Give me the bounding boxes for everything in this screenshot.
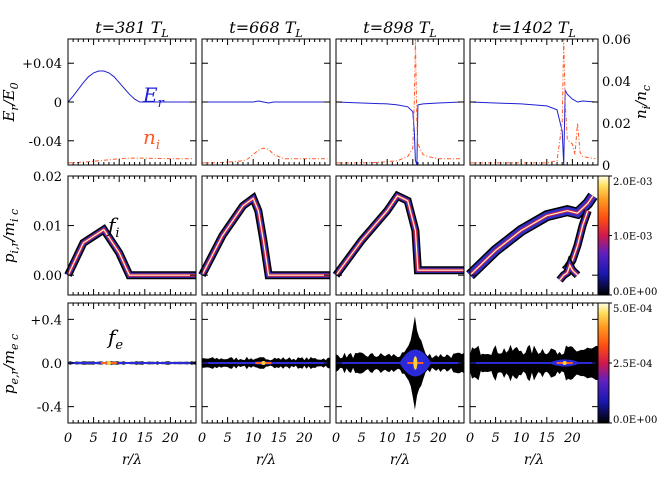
xtick-c3-3: 10 [379, 431, 396, 446]
colorbar-tick-r2-2: 1.0E-03 [613, 232, 653, 243]
ni-line-2 [202, 147, 328, 164]
ytick-r3-1: +0.4 [30, 313, 62, 328]
electron-distribution-3 [336, 316, 464, 410]
ylabel-ni: ni/nc [632, 85, 653, 119]
ytick-right-3: 0.02 [602, 117, 631, 132]
ytick-r3-3: -0.4 [37, 401, 62, 416]
ytick-r2-3: 0.00 [33, 269, 62, 284]
series-label-er: Er [142, 83, 165, 111]
xtick-c4-5: 20 [563, 431, 581, 446]
xlabel-c2: r/λ [256, 452, 276, 468]
colorbar-tick-r2-1: 2.0E-03 [613, 177, 653, 188]
er-line-2 [202, 100, 328, 104]
ylabel-pi: pi,r/mi c [0, 209, 21, 263]
ytick-r1-3: -0.04 [29, 135, 62, 150]
colorbar-tick-r3-1: 5.0E-04 [613, 304, 653, 315]
ion-track-peak-4-1 [469, 195, 594, 276]
xlabel-c3: r/λ [390, 452, 410, 468]
xtick-c4-2: 5 [491, 431, 499, 446]
ion-track-peak-1-1 [67, 228, 196, 276]
xtick-c1-4: 15 [137, 431, 154, 446]
ytick-right-2: 0.04 [602, 75, 631, 90]
ni-line-1 [67, 157, 194, 164]
colorbar-tick-r3-2: 2.5E-04 [613, 359, 653, 370]
ylabel-er: Er/E0 [0, 82, 21, 122]
ion-track-peak-3-1 [335, 195, 464, 276]
xtick-c1-2: 5 [89, 431, 97, 446]
panel-frame-r2-c1 [67, 175, 197, 296]
xtick-c4-1: 0 [466, 431, 474, 446]
ion-track-peak-4-3 [559, 263, 578, 281]
er-line-1 [67, 70, 194, 103]
ion-track-outer-3-1 [332, 190, 464, 278]
colorbar-tick-r3-3: 0.0E+00 [613, 415, 657, 426]
panel-label-fi: fi [106, 213, 120, 241]
colorbar-r3 [597, 302, 610, 424]
time-title-1: t=381 TL [95, 18, 168, 40]
ytick-right-1: 0.06 [602, 33, 631, 48]
time-title-2: t=668 TL [229, 18, 302, 40]
ytick-r1-1: +0.04 [22, 57, 62, 72]
xtick-c4-3: 10 [513, 431, 530, 446]
series-label-ni: ni [143, 125, 160, 153]
ytick-r2-2: 0.01 [33, 220, 62, 235]
ion-track-outer-1-1 [64, 224, 196, 280]
ni-line-3 [336, 38, 462, 164]
er-line-4 [469, 88, 596, 166]
xlabel-c4: r/λ [524, 452, 544, 468]
electron-distribution-1 [68, 361, 196, 365]
xtick-c2-2: 5 [223, 431, 231, 446]
ytick-r3-2: 0.0 [41, 357, 62, 372]
xtick-c2-4: 15 [271, 431, 288, 446]
xtick-c2-3: 10 [245, 431, 262, 446]
ion-track-peak-2-1 [201, 197, 330, 276]
electron-distribution-4 [470, 344, 598, 382]
time-title-3: t=898 TL [363, 18, 436, 40]
ytick-right-4: 0 [602, 159, 610, 174]
xtick-c3-1: 0 [332, 431, 340, 446]
xtick-c3-2: 5 [357, 431, 365, 446]
xtick-c3-4: 15 [405, 431, 422, 446]
xtick-c1-5: 20 [161, 431, 179, 446]
ion-track-core-3-1 [334, 193, 464, 277]
xlabel-c1: r/λ [122, 452, 142, 468]
panel-frame-r1-c3 [335, 38, 465, 166]
ylabel-pe: pe,r/me c [0, 334, 21, 394]
ni-line-4 [470, 38, 596, 164]
time-title-4: t=1402 TL [492, 18, 576, 40]
xtick-c2-1: 0 [198, 431, 206, 446]
colorbar-tick-r2-3: 0.0E+00 [613, 287, 657, 298]
xtick-c3-5: 20 [429, 431, 447, 446]
er-line-3 [335, 101, 462, 166]
ytick-r2-1: 0.02 [33, 170, 62, 185]
panel-frame-r2-c3 [335, 175, 465, 296]
xtick-c2-5: 20 [295, 431, 313, 446]
ytick-r1-2: 0 [54, 96, 62, 111]
ion-track-mid-3-1 [333, 192, 464, 277]
panel-frame-r2-c2 [201, 175, 331, 296]
xtick-c1-1: 0 [64, 431, 72, 446]
electron-distribution-2 [202, 356, 330, 370]
panel-label-fe: fe [106, 325, 123, 353]
xtick-c1-3: 10 [111, 431, 128, 446]
xtick-c4-4: 15 [539, 431, 556, 446]
colorbar-r2 [597, 175, 610, 296]
